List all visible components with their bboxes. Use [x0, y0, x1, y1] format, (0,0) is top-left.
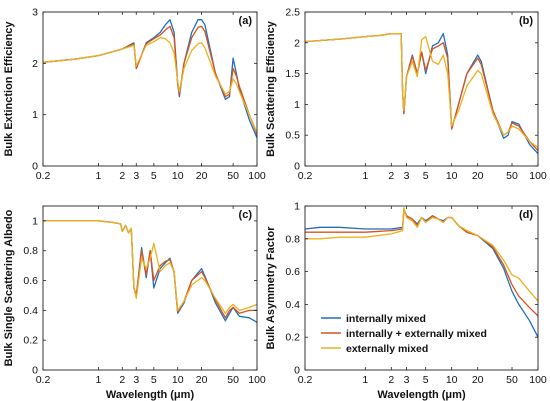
y-tick-label: 0.4: [23, 305, 38, 317]
x-tick-label: 100: [248, 170, 266, 182]
y-tick-label: 1: [32, 215, 38, 227]
panel-letter: (b): [519, 15, 533, 27]
x-tick-label: 1: [95, 170, 101, 182]
x-axis-label: Wavelength (μm): [377, 389, 466, 401]
x-tick-label: 1: [362, 170, 368, 182]
y-tick-label: 2: [294, 37, 300, 49]
panel-letter: (a): [239, 15, 253, 27]
x-tick-label: 0.2: [36, 374, 51, 386]
y-tick-label: 0.8: [285, 233, 300, 245]
y-axis-label: Bulk Scattering Efficiency: [265, 20, 277, 157]
legend-label-external: externally mixed: [346, 343, 428, 355]
y-tick-label: 0: [294, 365, 300, 377]
y-tick-label: 0: [32, 365, 38, 377]
legend: internally mixed internally + externally …: [321, 313, 487, 355]
y-tick-label: 1: [294, 201, 300, 213]
x-tick-label: 5: [423, 170, 429, 182]
series-line-external: [304, 32, 539, 149]
x-tick-label: 50: [506, 170, 518, 182]
series-line-internal: [43, 220, 258, 323]
x-tick-label: 10: [446, 170, 458, 182]
x-tick-label: 3: [133, 170, 139, 182]
x-tick-label: 20: [472, 374, 484, 386]
x-tick-label: 5: [151, 170, 157, 182]
x-tick-label: 0.2: [36, 170, 51, 182]
x-tick-label: 100: [248, 374, 266, 386]
legend-label-internal: internally mixed: [346, 313, 426, 325]
y-axis-label: Bulk Extinction Efficiency: [3, 21, 15, 157]
x-tick-label: 3: [404, 374, 410, 386]
x-tick-label: 100: [529, 374, 547, 386]
x-tick-label: 5: [151, 374, 157, 386]
series-line-internal: [42, 19, 258, 139]
x-tick-label: 5: [423, 374, 429, 386]
plot-frame: [304, 205, 539, 371]
y-axis-label: Bulk Asymmetry Factor: [265, 226, 277, 350]
y-tick-label: 0.8: [23, 245, 38, 257]
y-tick-label: 1.5: [285, 68, 300, 80]
y-tick-label: 0.2: [285, 332, 300, 344]
x-tick-label: 2: [388, 374, 394, 386]
series-line-external: [305, 206, 539, 302]
y-tick-label: 2: [32, 58, 38, 70]
x-tick-label: 50: [227, 374, 239, 386]
x-tick-label: 3: [404, 170, 410, 182]
plot-frame: [42, 11, 258, 167]
panel-letter: (d): [519, 209, 533, 221]
x-tick-label: 10: [172, 170, 184, 182]
x-tick-label: 10: [172, 374, 184, 386]
x-tick-label: 1: [362, 374, 368, 386]
x-tick-label: 0.2: [298, 170, 313, 182]
y-tick-label: 0: [32, 161, 38, 173]
series-line-mixed: [43, 220, 257, 319]
y-tick-label: 1: [32, 109, 38, 121]
y-tick-label: 0.4: [285, 299, 300, 311]
panel-letter: (c): [239, 209, 253, 221]
series-line-mixed: [42, 25, 258, 135]
x-tick-label: 50: [506, 374, 518, 386]
series-line-external: [43, 220, 258, 314]
x-tick-label: 3: [133, 374, 139, 386]
x-tick-label: 0.2: [298, 374, 313, 386]
plot-frame: [42, 205, 258, 371]
x-axis-label: Wavelength (μm): [106, 389, 195, 401]
x-tick-label: 20: [472, 170, 484, 182]
x-tick-label: 2: [119, 170, 125, 182]
x-tick-label: 100: [529, 170, 547, 182]
x-tick-label: 1: [95, 374, 101, 386]
x-tick-label: 10: [446, 374, 458, 386]
x-tick-label: 2: [119, 374, 125, 386]
y-tick-label: 0.5: [285, 130, 300, 142]
series-line-external: [42, 37, 258, 133]
series-line-mixed: [305, 208, 539, 317]
y-tick-label: 1: [294, 99, 300, 111]
x-tick-label: 50: [227, 170, 239, 182]
plot-frame: [304, 11, 539, 167]
y-tick-label: 0: [294, 161, 300, 173]
legend-label-mixed: internally + externally mixed: [346, 328, 487, 340]
y-axis-label: Bulk Single Scattering Albedo: [3, 209, 15, 366]
y-tick-label: 0.6: [285, 266, 300, 278]
y-tick-label: 0.2: [23, 335, 38, 347]
y-tick-label: 0.6: [23, 275, 38, 287]
x-tick-label: 20: [196, 374, 208, 386]
y-tick-label: 2.5: [285, 7, 300, 19]
x-tick-label: 20: [196, 170, 208, 182]
x-tick-label: 2: [388, 170, 394, 182]
y-tick-label: 3: [32, 7, 38, 19]
